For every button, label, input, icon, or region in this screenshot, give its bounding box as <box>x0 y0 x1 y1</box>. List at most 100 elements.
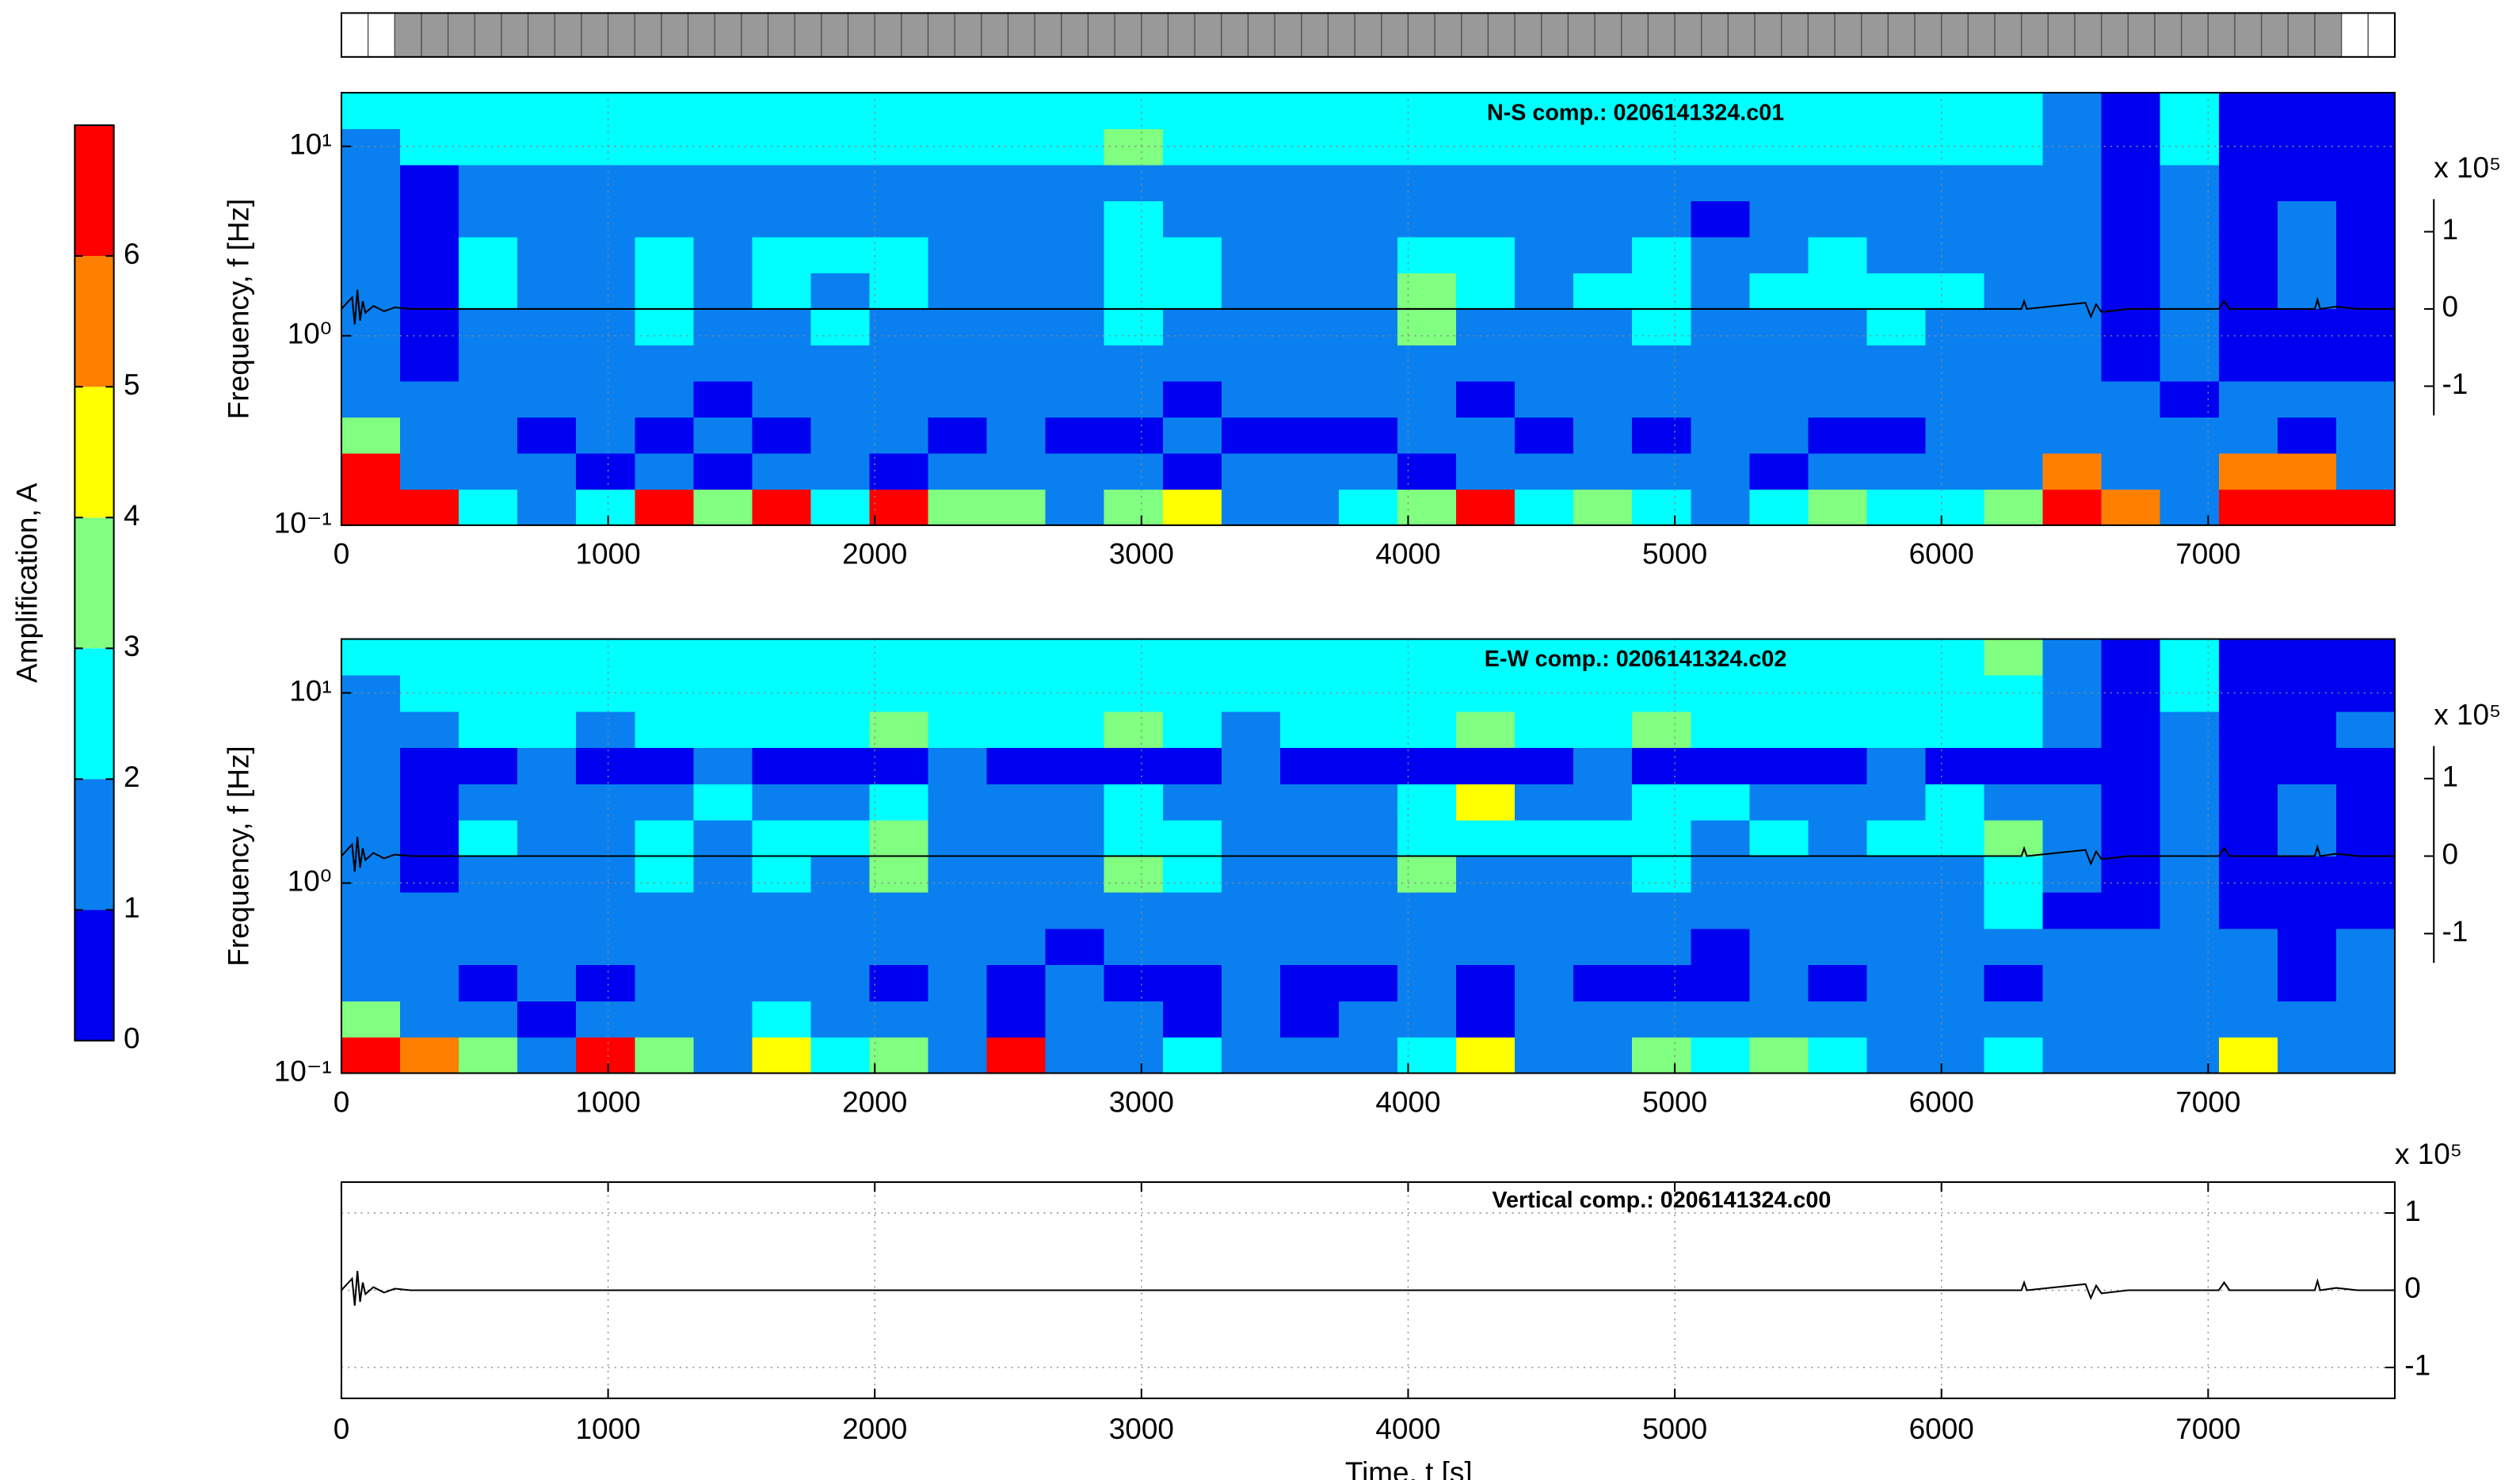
heatmap-cell <box>2101 747 2161 784</box>
heatmap-cell <box>986 380 1047 418</box>
heatmap-cell <box>2042 92 2103 130</box>
heatmap-cell <box>752 308 812 345</box>
heatmap-cell <box>752 164 812 201</box>
heatmap-cell <box>752 784 812 821</box>
heatmap-cell <box>1984 711 2044 748</box>
heatmap-cell <box>1515 92 1574 130</box>
heatmap-cell <box>2042 1036 2103 1074</box>
heatmap-cell <box>1984 964 2044 1001</box>
heatmap-cell <box>517 928 577 966</box>
heatmap-cell <box>1925 711 1985 748</box>
heatmap-cell <box>1515 236 1574 273</box>
heatmap-cell <box>1104 784 1164 821</box>
heatmap-cell <box>576 1001 635 1038</box>
heatmap-cell <box>576 711 635 748</box>
heatmap-cell <box>1221 711 1281 748</box>
window <box>1807 12 1836 58</box>
heatmap-cell <box>693 784 753 821</box>
heatmap-cell <box>928 417 988 454</box>
y-tick-label: -1 <box>2404 1349 2430 1382</box>
heatmap-cell <box>1162 819 1222 856</box>
heatmap-cell <box>1632 236 1691 273</box>
heatmap-cell <box>1162 236 1222 273</box>
heatmap-cell <box>1632 819 1691 856</box>
heatmap-cell <box>400 1036 459 1074</box>
heatmap-cell <box>1104 236 1164 273</box>
heatmap-cell <box>1925 308 1985 345</box>
heatmap-cell <box>1691 200 1750 238</box>
heatmap-cell <box>1162 928 1222 966</box>
heatmap-cell <box>2218 856 2278 893</box>
heatmap-cell <box>928 1036 988 1074</box>
heatmap-cell <box>341 200 401 238</box>
heatmap-cell <box>1573 417 1633 454</box>
heatmap-cell <box>2277 856 2337 893</box>
heatmap-cell <box>1221 489 1281 526</box>
heatmap-cell <box>1925 639 1985 676</box>
heatmap-cell <box>810 417 871 454</box>
heatmap-cell <box>1573 711 1633 748</box>
heatmap-cell <box>928 92 988 130</box>
heatmap-cell <box>869 489 929 526</box>
heatmap-cell <box>2101 452 2161 490</box>
heatmap-cell <box>1925 747 1985 784</box>
heatmap-cell <box>1162 711 1222 748</box>
y-tick-label: 0 <box>2404 1272 2421 1304</box>
heatmap-cell <box>2160 856 2220 893</box>
heatmap-cell <box>2042 819 2103 856</box>
heatmap-cell <box>928 819 988 856</box>
heatmap-cell <box>986 452 1047 490</box>
heatmap-cell <box>928 1001 988 1038</box>
heatmap-cell <box>1162 92 1222 130</box>
heatmap-cell <box>1397 200 1457 238</box>
heatmap-cell <box>1045 784 1105 821</box>
heatmap-cell <box>1808 452 1868 490</box>
window <box>2074 12 2103 58</box>
heatmap-cell <box>693 639 753 676</box>
heatmap-cell <box>576 856 635 893</box>
heatmap-cell <box>1866 380 1927 418</box>
heatmap-cell <box>2160 928 2220 966</box>
window <box>634 12 662 58</box>
heatmap-cell <box>869 452 929 490</box>
heatmap-cell <box>1984 236 2044 273</box>
heatmap-cell <box>1866 784 1927 821</box>
heatmap-cell <box>2160 784 2220 821</box>
heatmap-cell <box>1632 1001 1691 1038</box>
y-tick-label: 10¹ <box>289 128 331 160</box>
heatmap-cell <box>1162 747 1222 784</box>
heatmap-cell <box>341 236 401 273</box>
y2-tick-label: -1 <box>2442 915 2468 948</box>
heatmap-cell <box>752 1036 812 1074</box>
heatmap-cell <box>869 675 929 712</box>
window <box>981 12 1009 58</box>
heatmap-cell <box>1866 892 1927 929</box>
window <box>447 12 476 58</box>
heatmap-cell <box>810 236 871 273</box>
x-tick-label: 7000 <box>2175 1085 2240 1118</box>
panel-title: Vertical comp.: 0206141324.c00 <box>1492 1188 1831 1213</box>
heatmap-cell <box>341 345 401 382</box>
heatmap-cell <box>1338 128 1398 166</box>
heatmap-cell <box>810 892 871 929</box>
window <box>1381 12 1409 58</box>
heatmap-cell <box>986 200 1047 238</box>
heatmap-cell <box>1808 1036 1868 1074</box>
heatmap-cell <box>1279 1036 1340 1074</box>
heatmap-cell <box>1162 675 1222 712</box>
heatmap-cell <box>1749 819 1809 856</box>
heatmap-cell <box>1925 856 1985 893</box>
window <box>821 12 849 58</box>
heatmap-cell <box>810 345 871 382</box>
heatmap-cell <box>693 273 753 310</box>
heatmap-cell <box>1808 639 1868 676</box>
colorbar-segment <box>74 256 114 387</box>
heatmap-cell <box>1104 928 1164 966</box>
heatmap-cell <box>752 856 812 893</box>
heatmap-cell <box>1397 417 1457 454</box>
heatmap-cell <box>2218 784 2278 821</box>
window <box>2287 12 2316 58</box>
heatmap-cell <box>459 639 518 676</box>
heatmap-cell <box>2160 964 2220 1001</box>
heatmap-cell <box>810 164 871 201</box>
